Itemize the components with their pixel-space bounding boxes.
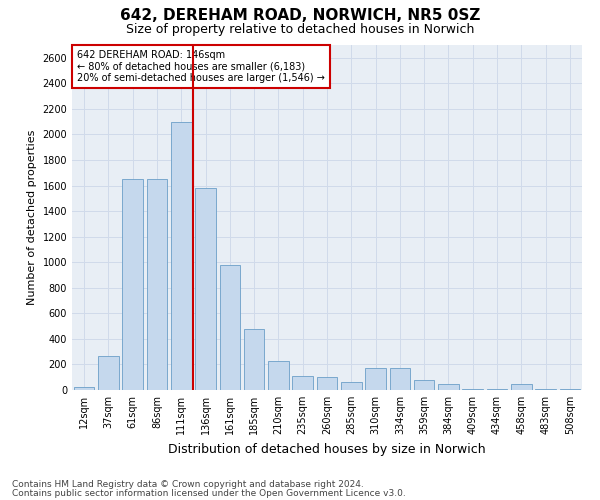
Bar xyxy=(463,388,483,390)
Bar xyxy=(74,387,94,390)
Bar xyxy=(244,328,265,390)
Bar xyxy=(146,179,167,390)
Bar xyxy=(171,122,191,390)
Bar xyxy=(560,388,580,390)
Bar xyxy=(535,388,556,390)
Bar xyxy=(438,384,459,390)
Bar xyxy=(98,356,119,390)
Bar xyxy=(487,388,508,390)
Bar xyxy=(365,368,386,390)
Bar xyxy=(195,188,216,390)
Text: Size of property relative to detached houses in Norwich: Size of property relative to detached ho… xyxy=(126,22,474,36)
Bar xyxy=(292,376,313,390)
Text: Contains public sector information licensed under the Open Government Licence v3: Contains public sector information licen… xyxy=(12,489,406,498)
Y-axis label: Number of detached properties: Number of detached properties xyxy=(27,130,37,305)
X-axis label: Distribution of detached houses by size in Norwich: Distribution of detached houses by size … xyxy=(168,442,486,456)
Bar xyxy=(220,265,240,390)
Text: Contains HM Land Registry data © Crown copyright and database right 2024.: Contains HM Land Registry data © Crown c… xyxy=(12,480,364,489)
Bar xyxy=(414,380,434,390)
Bar xyxy=(389,368,410,390)
Bar xyxy=(341,382,362,390)
Text: 642 DEREHAM ROAD: 146sqm
← 80% of detached houses are smaller (6,183)
20% of sem: 642 DEREHAM ROAD: 146sqm ← 80% of detach… xyxy=(77,50,325,84)
Bar xyxy=(511,384,532,390)
Bar xyxy=(268,360,289,390)
Bar xyxy=(122,179,143,390)
Text: 642, DEREHAM ROAD, NORWICH, NR5 0SZ: 642, DEREHAM ROAD, NORWICH, NR5 0SZ xyxy=(120,8,480,22)
Bar xyxy=(317,377,337,390)
